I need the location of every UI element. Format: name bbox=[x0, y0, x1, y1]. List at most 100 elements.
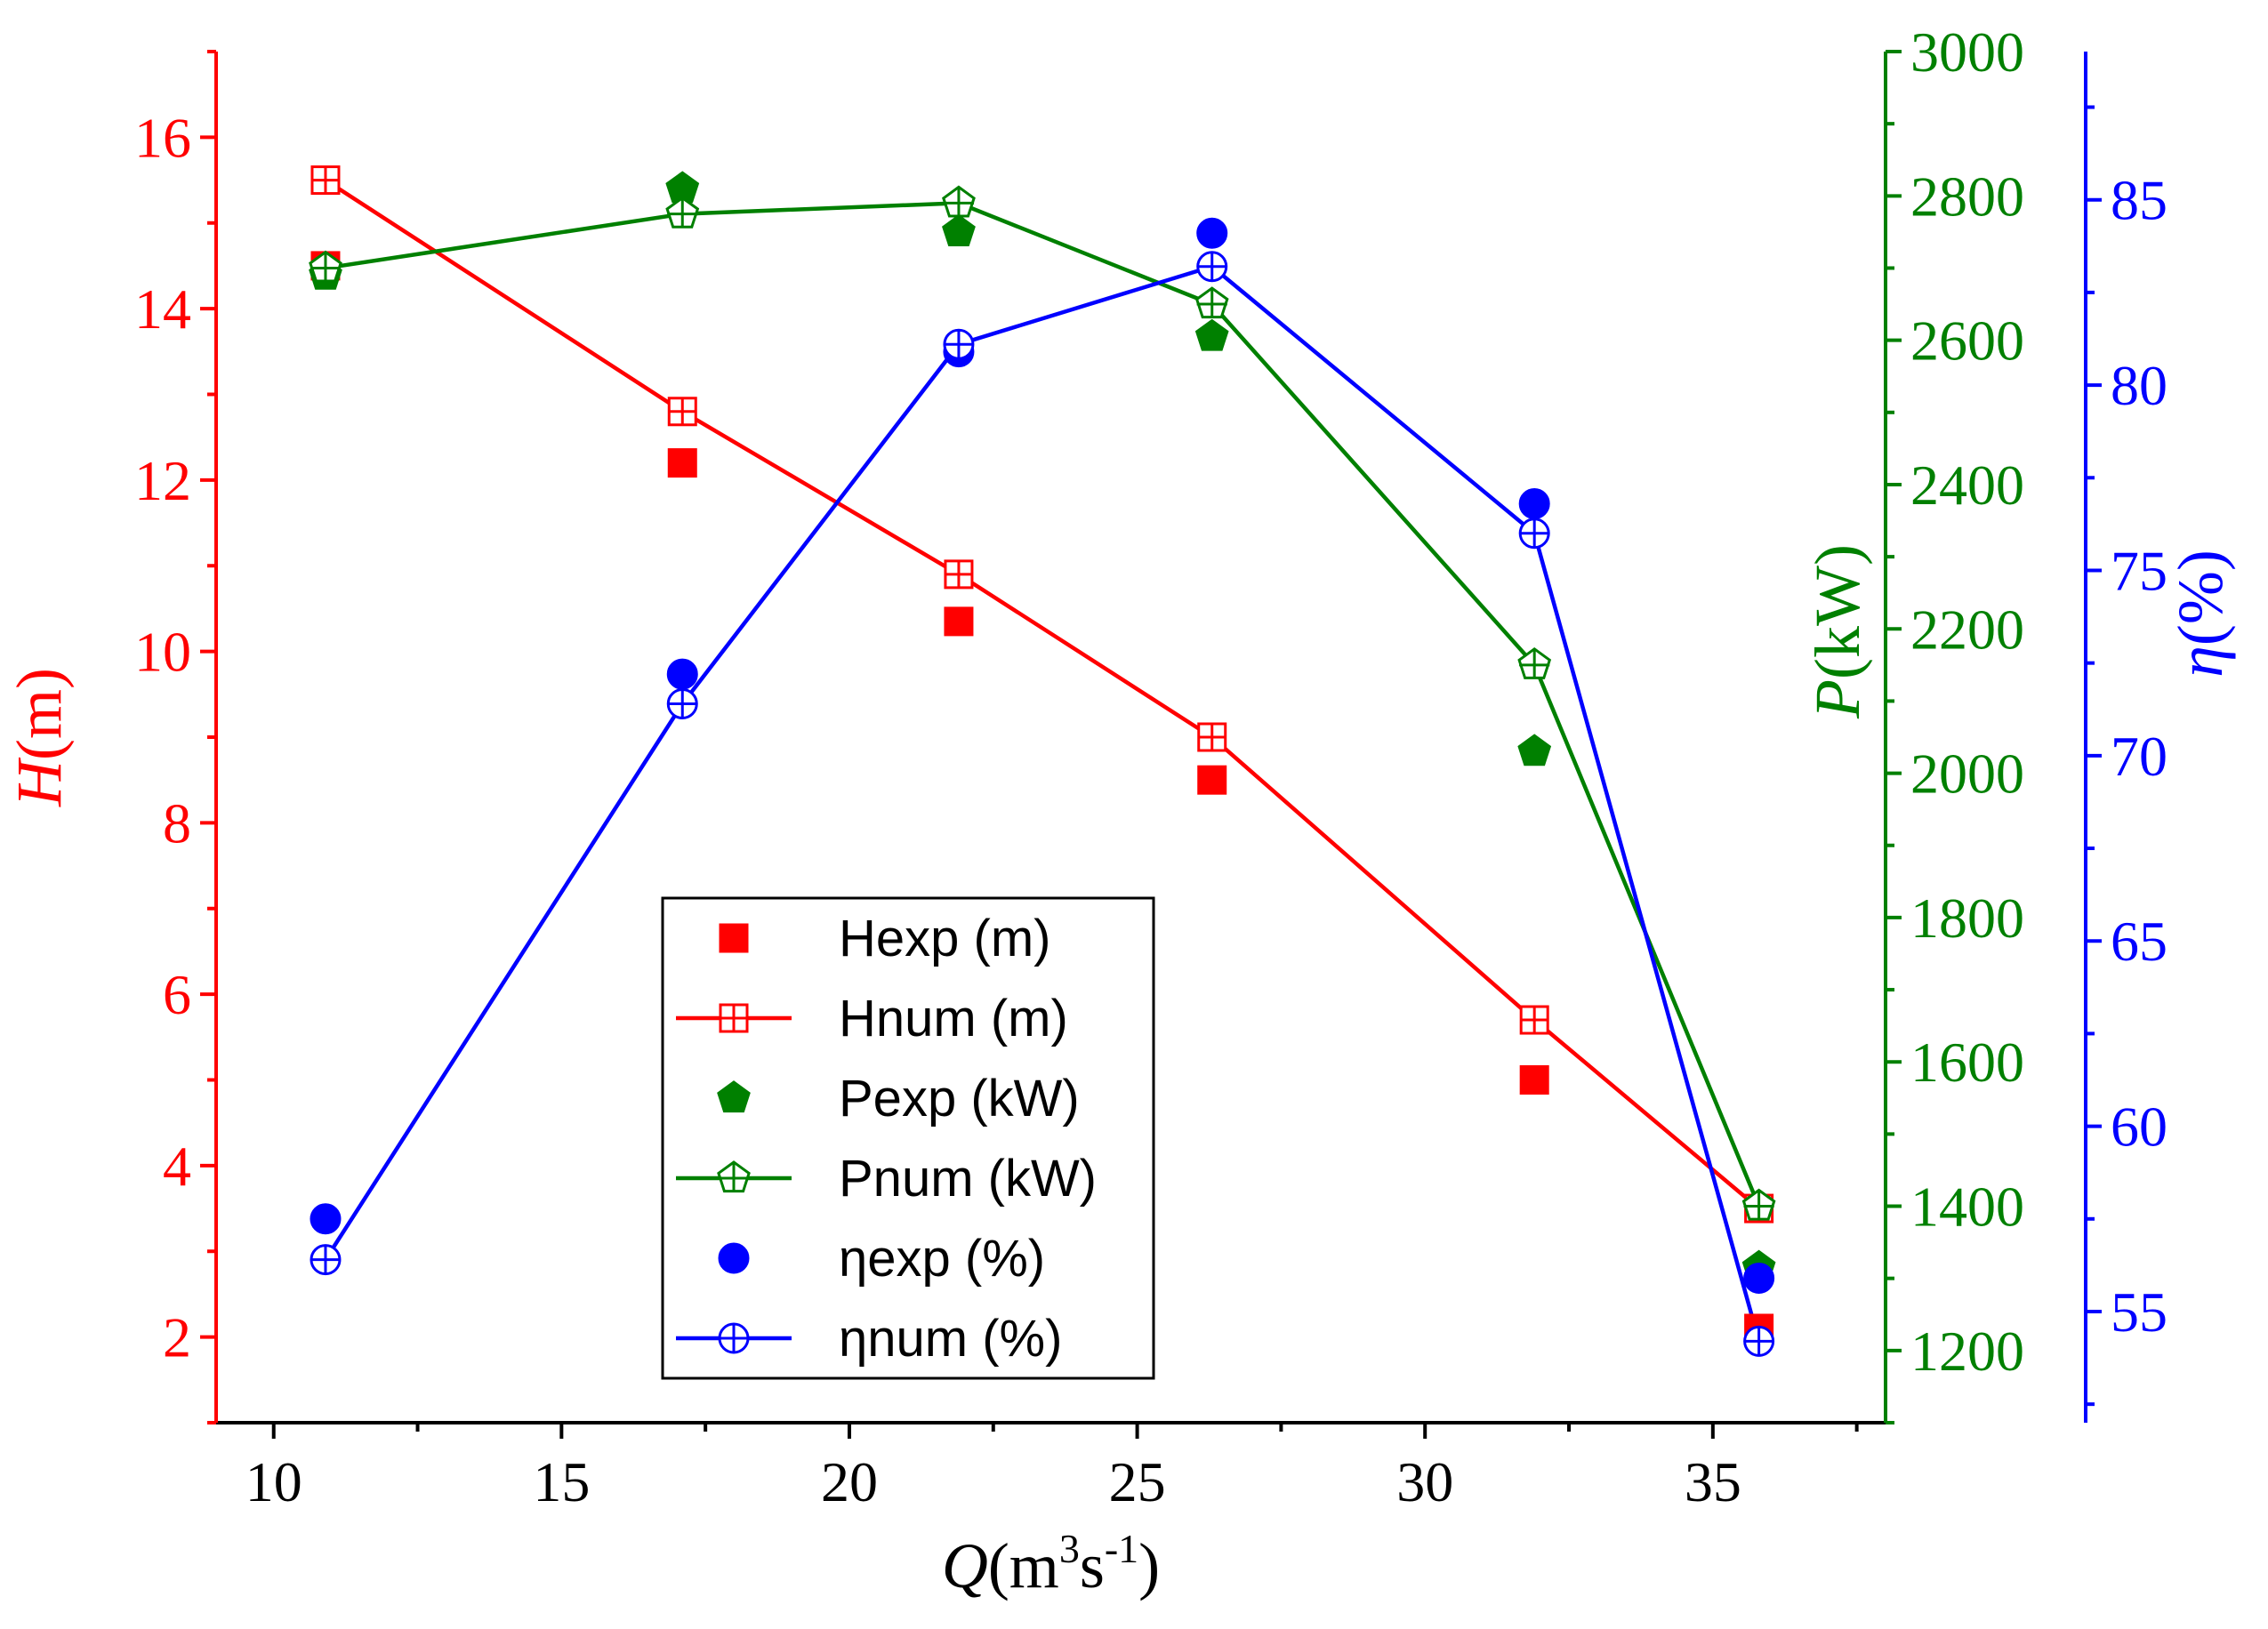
legend-item: Pnum (kW) bbox=[676, 1150, 1097, 1208]
marker-shape bbox=[1743, 1262, 1775, 1294]
marker-shape bbox=[1518, 487, 1550, 519]
marker-shape bbox=[1519, 1065, 1549, 1095]
data-point-series-1-2 bbox=[944, 559, 974, 590]
x-tick-label: 15 bbox=[533, 1450, 590, 1513]
x-tick-label: 10 bbox=[245, 1450, 302, 1513]
data-point-series-2-2 bbox=[942, 214, 976, 246]
left-tick-label: 16 bbox=[134, 106, 191, 169]
data-point-series-2-3 bbox=[1194, 318, 1229, 351]
data-point-series-4-3 bbox=[1196, 217, 1228, 249]
legend-item: Pexp (kW) bbox=[717, 1070, 1080, 1127]
legend-marker bbox=[718, 1322, 750, 1354]
marker-shape bbox=[718, 1242, 750, 1274]
right1-tick-label: 1800 bbox=[1910, 887, 2024, 950]
legend-marker bbox=[717, 1080, 751, 1113]
data-point-series-1-3 bbox=[1197, 722, 1227, 752]
data-point-series-0-2 bbox=[944, 606, 974, 637]
right1-tick-label: 1200 bbox=[1910, 1320, 2024, 1383]
data-point-series-5-5 bbox=[1743, 1325, 1775, 1357]
right1-tick-label: 1600 bbox=[1910, 1031, 2024, 1094]
legend-label: ηexp (%) bbox=[839, 1230, 1045, 1288]
data-point-series-1-4 bbox=[1519, 1005, 1549, 1035]
data-point-series-5-4 bbox=[1518, 518, 1550, 550]
marker-shape bbox=[717, 1080, 751, 1113]
legend-label: Hnum (m) bbox=[839, 990, 1068, 1047]
left-axis-title: H(m) bbox=[4, 668, 75, 807]
legend-item: Hnum (m) bbox=[676, 990, 1068, 1047]
data-point-series-3-3 bbox=[1194, 286, 1229, 319]
data-point-series-5-1 bbox=[666, 687, 698, 719]
data-point-series-5-3 bbox=[1196, 251, 1228, 283]
right2-axis-title: η(%) bbox=[2165, 550, 2236, 678]
right2-tick-label: 60 bbox=[2111, 1095, 2167, 1159]
legend-marker bbox=[719, 923, 749, 953]
left-tick-label: 8 bbox=[163, 791, 191, 855]
left-tick-label: 12 bbox=[134, 449, 191, 512]
data-point-series-3-4 bbox=[1517, 646, 1552, 679]
x-tick-label: 35 bbox=[1685, 1450, 1741, 1513]
data-point-series-4-0 bbox=[310, 1203, 342, 1235]
x-tick-label: 20 bbox=[821, 1450, 878, 1513]
right1-tick-label: 2000 bbox=[1910, 742, 2024, 806]
marker-shape bbox=[1194, 318, 1229, 351]
x-tick-label: 30 bbox=[1396, 1450, 1453, 1513]
marker-shape bbox=[667, 448, 697, 478]
data-point-series-5-2 bbox=[943, 328, 975, 360]
marker-shape bbox=[944, 606, 974, 637]
right2-tick-label: 75 bbox=[2111, 539, 2167, 602]
legend-item: ηnum (%) bbox=[676, 1310, 1062, 1368]
right1-tick-label: 2800 bbox=[1910, 165, 2024, 228]
right1-tick-label: 2400 bbox=[1910, 453, 2024, 517]
data-point-series-2-4 bbox=[1517, 734, 1552, 766]
data-point-series-1-1 bbox=[667, 397, 697, 427]
data-point-series-0-4 bbox=[1519, 1065, 1549, 1095]
data-point-series-0-1 bbox=[667, 448, 697, 478]
data-point-series-4-5 bbox=[1743, 1262, 1775, 1294]
data-point-series-5-0 bbox=[310, 1244, 342, 1276]
axes-layer: 10 15 20 25 30 35 Q(m3s-1) 2 4 6 8 10 12 14 16 H(m) 1200… bbox=[4, 20, 2236, 1601]
right2-tick-label: 70 bbox=[2111, 725, 2167, 788]
legend-item: ηexp (%) bbox=[718, 1230, 1045, 1288]
right1-axis-title: P(kW) bbox=[1802, 544, 1873, 719]
left-tick-label: 2 bbox=[163, 1306, 191, 1369]
series-line-3 bbox=[325, 201, 1761, 1208]
left-tick-label: 6 bbox=[163, 963, 191, 1026]
legend-item: Hexp (m) bbox=[719, 910, 1050, 967]
legend-label: Pexp (kW) bbox=[839, 1070, 1080, 1127]
left-tick-label: 10 bbox=[134, 621, 191, 684]
data-point-series-0-3 bbox=[1197, 765, 1227, 795]
legend-box bbox=[661, 896, 1155, 1380]
marker-shape bbox=[1517, 734, 1552, 766]
right1-tick-label: 1400 bbox=[1910, 1176, 2024, 1239]
data-point-series-3-1 bbox=[665, 196, 700, 229]
legend-label: ηnum (%) bbox=[839, 1310, 1062, 1368]
data-point-series-3-2 bbox=[942, 185, 976, 218]
series-line-1 bbox=[324, 178, 1761, 1210]
marker-shape bbox=[1196, 217, 1228, 249]
x-axis-title: Q(m3s-1) bbox=[942, 1526, 1160, 1601]
right2-tick-label: 55 bbox=[2111, 1280, 2167, 1344]
series-markers-layer bbox=[309, 165, 1776, 1357]
right1-tick-label: 2600 bbox=[1910, 309, 2024, 373]
legend-label: Hexp (m) bbox=[839, 910, 1050, 967]
data-point-series-4-1 bbox=[666, 658, 698, 690]
data-point-series-1-0 bbox=[310, 165, 341, 196]
legend: Hexp (m) Hnum (m) Pexp (kW) Pnum (kW) ηexp (… bbox=[661, 896, 1155, 1380]
marker-shape bbox=[942, 214, 976, 246]
legend-marker bbox=[718, 1242, 750, 1274]
right1-tick-label: 3000 bbox=[1910, 20, 2024, 84]
right1-tick-label: 2200 bbox=[1910, 598, 2024, 661]
legend-marker bbox=[719, 1003, 749, 1033]
right2-tick-label: 65 bbox=[2111, 910, 2167, 973]
right2-tick-label: 80 bbox=[2111, 354, 2167, 417]
x-tick-label: 25 bbox=[1109, 1450, 1166, 1513]
left-tick-label: 14 bbox=[134, 277, 191, 341]
series-line-5 bbox=[324, 264, 1761, 1342]
marker-shape bbox=[310, 1203, 342, 1235]
marker-shape bbox=[1197, 765, 1227, 795]
data-point-series-3-5 bbox=[1741, 1188, 1776, 1221]
marker-shape bbox=[719, 923, 749, 953]
series-lines-layer bbox=[324, 178, 1761, 1342]
